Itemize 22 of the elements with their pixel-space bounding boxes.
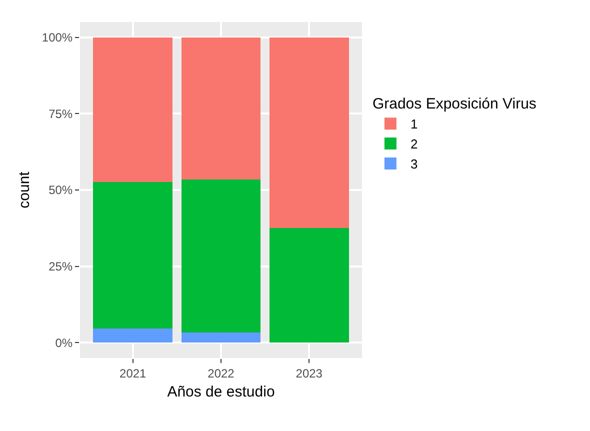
bar [93, 37, 173, 182]
x-axis-title: Años de estudio [167, 383, 275, 400]
legend-label: 1 [410, 116, 418, 132]
bar [181, 37, 261, 180]
bar [93, 328, 173, 343]
y-tick-label: 50% [48, 183, 73, 198]
x-tick-label: 2023 [296, 366, 323, 380]
x-tick-label: 2021 [120, 366, 147, 380]
bar [181, 180, 261, 333]
x-tick-label: 2022 [208, 366, 235, 380]
legend-label: 3 [410, 156, 418, 172]
y-tick-label: 75% [48, 106, 73, 121]
y-tick-label: 25% [48, 260, 73, 274]
y-tick-label: 0% [55, 336, 73, 350]
bar [181, 332, 261, 343]
y-tick-label: 100% [42, 30, 73, 44]
legend-title: Grados Exposición Virus [372, 96, 536, 113]
bar [93, 182, 173, 328]
bar [269, 228, 349, 343]
y-axis-title: count [16, 170, 34, 208]
bar [269, 37, 349, 228]
legend-label: 2 [410, 136, 418, 152]
